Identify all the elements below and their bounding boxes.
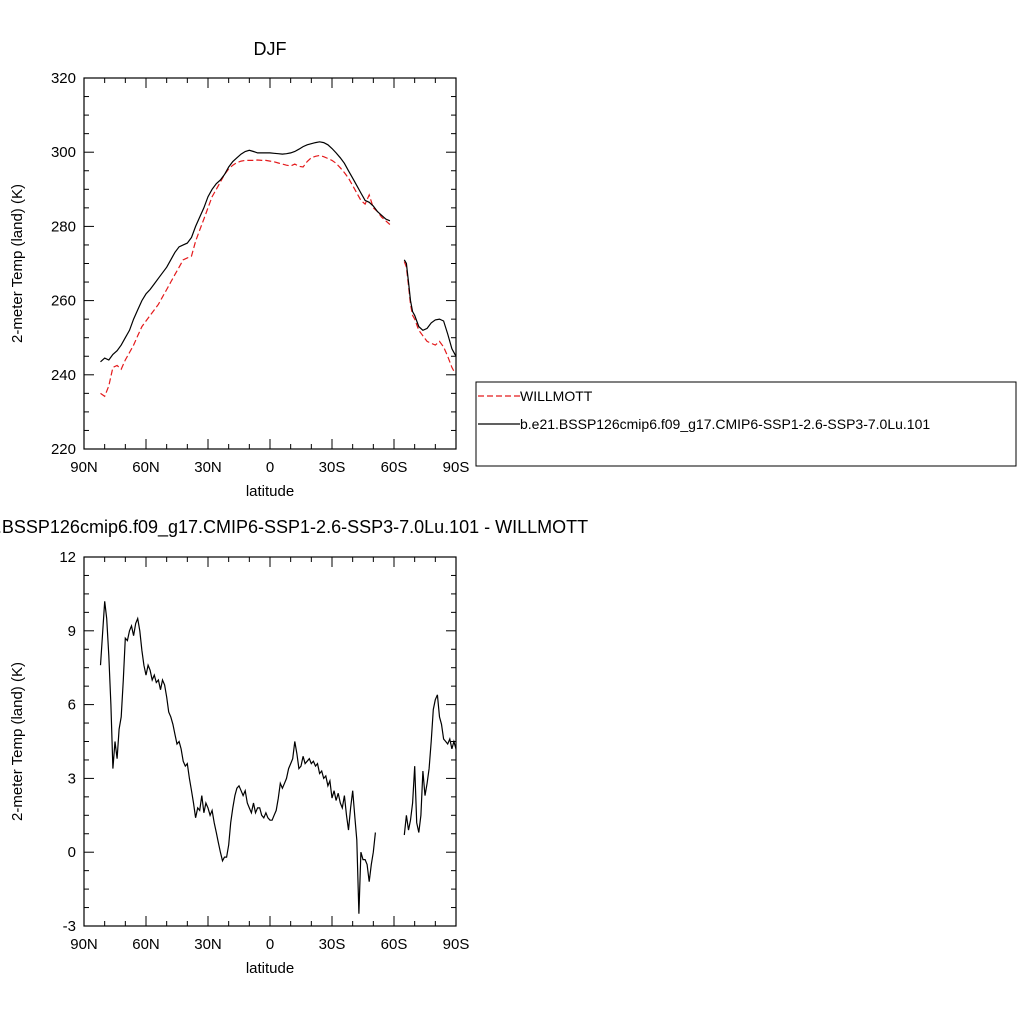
x-tick-label: 60S — [381, 936, 408, 953]
x-tick-label: 0 — [266, 936, 274, 953]
y-tick-label: 9 — [68, 623, 76, 640]
legend-entry-1: b.e21.BSSP126cmip6.f09_g17.CMIP6-SSP1-2.… — [520, 416, 930, 432]
x-tick-label: 90S — [443, 459, 470, 476]
x-axis-label: latitude — [246, 960, 294, 977]
x-tick-label: 60S — [381, 459, 408, 476]
x-tick-label: 30S — [319, 936, 346, 953]
series-line-0 — [100, 154, 391, 398]
y-axis-label: 2-meter Temp (land) (K) — [9, 184, 26, 343]
bottom-panel-difference: b.e21.BSSP126cmip6.f09_g17.CMIP6-SSP1-2.… — [0, 517, 588, 977]
series-line-1 — [403, 259, 457, 357]
x-tick-label: 90S — [443, 936, 470, 953]
series-line-0 — [99, 601, 376, 914]
y-tick-label: 280 — [51, 218, 76, 235]
chart-title: b.e21.BSSP126cmip6.f09_g17.CMIP6-SSP1-2.… — [0, 517, 588, 538]
y-tick-label: 220 — [51, 441, 76, 458]
x-tick-label: 30N — [194, 936, 222, 953]
series-line-1 — [100, 141, 391, 363]
y-tick-label: 320 — [51, 70, 76, 87]
x-tick-label: 30S — [319, 459, 346, 476]
y-tick-label: 12 — [59, 549, 76, 566]
y-axis-label: 2-meter Temp (land) (K) — [9, 662, 26, 821]
legend-entry-0: WILLMOTT — [520, 388, 593, 404]
x-tick-label: 60N — [132, 936, 160, 953]
legend-box — [475, 381, 1017, 467]
x-tick-label: 90N — [70, 936, 98, 953]
plot-frame — [83, 556, 457, 927]
series-line-0 — [403, 261, 456, 372]
y-tick-label: 0 — [68, 844, 76, 861]
x-tick-label: 30N — [194, 459, 222, 476]
y-tick-label: 6 — [68, 697, 76, 714]
y-tick-label: 260 — [51, 293, 76, 310]
y-tick-label: 240 — [51, 367, 76, 384]
x-tick-label: 90N — [70, 459, 98, 476]
legend: WILLMOTT b.e21.BSSP126cmip6.f09_g17.CMIP6… — [475, 381, 1017, 467]
chart-title: DJF — [254, 39, 287, 59]
x-tick-label: 0 — [266, 459, 274, 476]
y-tick-label: 300 — [51, 144, 76, 161]
plot-frame — [83, 77, 457, 450]
top-panel-temperature: DJF 90N 60N 30N 0 30S 60S 90S 220 240 260 280 300 320… — [9, 39, 1017, 500]
x-tick-label: 60N — [132, 459, 160, 476]
y-tick-label: 3 — [68, 770, 76, 787]
y-tick-label: -3 — [63, 918, 76, 935]
x-axis-label: latitude — [246, 483, 294, 500]
series-line-0 — [403, 694, 457, 836]
